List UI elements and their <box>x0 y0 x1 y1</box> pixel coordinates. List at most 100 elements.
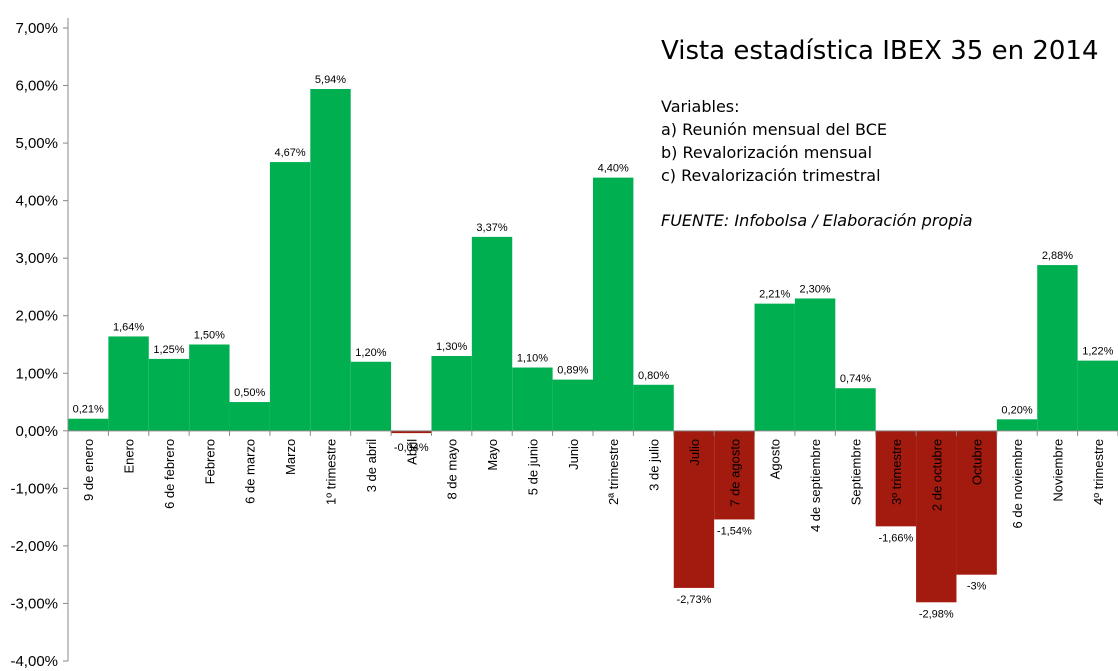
category-label: Octubre <box>970 439 985 485</box>
y-tick-label: -1,00% <box>10 480 58 497</box>
bar <box>431 356 472 431</box>
bar <box>512 367 553 431</box>
value-label: -1,54% <box>717 525 752 537</box>
y-tick-label: 1,00% <box>15 365 58 382</box>
category-label: 6 de marzo <box>243 439 258 504</box>
value-label: 5,94% <box>315 74 346 86</box>
value-label: 0,20% <box>1001 404 1032 416</box>
category-label: Julio <box>687 439 702 466</box>
y-tick-label: 5,00% <box>15 135 58 152</box>
bar <box>956 430 997 575</box>
value-label: -2,73% <box>677 594 712 606</box>
bar <box>1037 265 1078 431</box>
category-label: Noviembre <box>1050 439 1065 502</box>
y-tick-label: 4,00% <box>15 193 58 210</box>
category-label: Marzo <box>283 439 298 475</box>
y-tick-label: 0,00% <box>15 423 58 440</box>
value-label: -0,04% <box>394 442 429 454</box>
bar <box>593 177 634 431</box>
category-label: Mayo <box>485 439 500 471</box>
category-label: Junio <box>566 439 581 470</box>
bar <box>189 344 230 431</box>
category-label: 6 de noviembre <box>1010 439 1025 529</box>
value-label: 1,64% <box>113 321 144 333</box>
variable-a: a) Reunión mensual del BCE <box>661 120 888 139</box>
category-label: 3 de julio <box>647 439 662 491</box>
value-label: 0,89% <box>557 365 588 377</box>
value-label: -2,98% <box>919 608 954 620</box>
value-label: 0,80% <box>638 370 669 382</box>
bar <box>916 430 957 603</box>
bar <box>996 419 1038 431</box>
y-tick-label: 6,00% <box>15 78 58 95</box>
category-label: 4º trimestre <box>1091 439 1106 505</box>
category-label: 5 de junio <box>525 439 540 495</box>
y-axis-ticks: 7,00% 6,00% 5,00% 4,00% 3,00% 2,00% 1,00% 0,00%… <box>10 20 68 670</box>
category-label: Abril <box>404 439 419 465</box>
category-label: 9 de enero <box>81 439 96 501</box>
bar <box>794 298 836 431</box>
category-label: 3 de abril <box>364 439 379 493</box>
variable-c: c) Revalorización trimestral <box>661 166 881 185</box>
bar <box>552 379 593 431</box>
value-label: -3% <box>967 581 987 593</box>
category-label: 3º trimestre <box>889 439 904 505</box>
value-label: 4,40% <box>598 163 629 175</box>
bar <box>633 384 674 431</box>
y-tick-label: 2,00% <box>15 308 58 325</box>
value-label: 1,10% <box>517 353 548 365</box>
bar <box>754 303 795 431</box>
y-tick-label: -3,00% <box>10 595 58 612</box>
category-label: 8 de mayo <box>445 439 460 500</box>
value-label: 1,25% <box>153 344 184 356</box>
bar <box>391 430 432 434</box>
category-labels: 9 de enero Enero 6 de febrero Febrero 6 de m… <box>81 439 1106 532</box>
category-label: 2ª trimestre <box>606 439 621 505</box>
y-tick-label: -2,00% <box>10 538 58 555</box>
category-label: 2 de octubre <box>929 439 944 511</box>
category-label: 6 de febrero <box>162 439 177 509</box>
bar <box>875 430 917 527</box>
category-label: Febrero <box>202 439 217 485</box>
bars <box>68 88 1118 603</box>
value-label: 2,30% <box>800 283 831 295</box>
bar <box>68 418 109 431</box>
value-label: 1,50% <box>194 330 225 342</box>
source-note: FUENTE: Infobolsa / Elaboración propia <box>661 211 973 230</box>
category-label: 4 de septiembre <box>808 439 823 532</box>
bar <box>229 402 270 431</box>
bar <box>148 358 190 431</box>
value-label: 3,37% <box>476 222 507 234</box>
value-label: 2,21% <box>759 289 790 301</box>
bar <box>835 388 876 431</box>
category-label: Enero <box>122 439 137 474</box>
value-label: 0,50% <box>234 387 265 399</box>
bar <box>310 88 351 431</box>
bar <box>1077 360 1118 431</box>
value-label: 1,20% <box>355 347 386 359</box>
bar <box>714 430 755 520</box>
category-label: Septiembre <box>849 439 864 505</box>
category-label: 7 de agosto <box>727 439 742 507</box>
category-label: 1º trimestre <box>324 439 339 505</box>
variable-b: b) Revalorización mensual <box>661 143 873 162</box>
bar <box>673 430 715 588</box>
chart-title: Vista estadística IBEX 35 en 2014 <box>661 36 1099 66</box>
variables-heading: Variables: <box>661 97 740 116</box>
value-label: 1,30% <box>436 341 467 353</box>
y-tick-label: -4,00% <box>10 653 58 670</box>
value-label: 0,21% <box>73 404 104 416</box>
bar <box>108 336 149 431</box>
value-labels: 0,21% 1,64% 1,25% 1,50% 0,50% 4,67% 5,94% 1,20%… <box>73 74 1114 620</box>
y-tick-label: 7,00% <box>15 20 58 37</box>
y-tick-label: 3,00% <box>15 250 58 267</box>
bar <box>350 361 392 431</box>
value-label: 4,67% <box>275 147 306 159</box>
category-label: Agosto <box>768 439 783 479</box>
value-label: -1,66% <box>878 532 913 544</box>
axes <box>67 18 1118 661</box>
value-label: 2,88% <box>1042 250 1073 262</box>
value-label: 1,22% <box>1082 346 1113 358</box>
